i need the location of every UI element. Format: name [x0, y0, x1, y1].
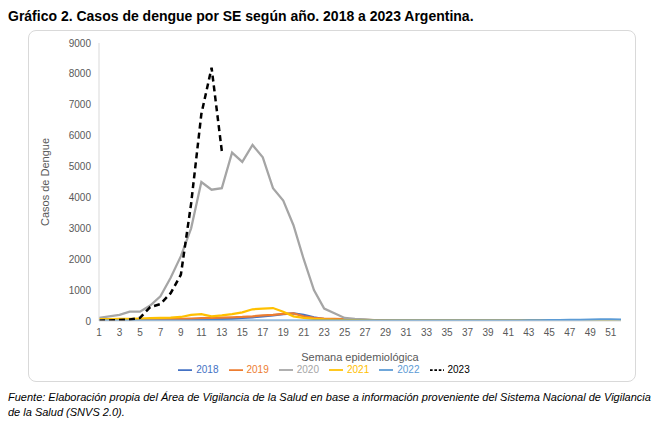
svg-text:41: 41 — [503, 327, 515, 338]
svg-text:7000: 7000 — [69, 99, 92, 110]
svg-text:17: 17 — [257, 327, 269, 338]
svg-text:47: 47 — [564, 327, 576, 338]
html-text:2019: 2019 — [246, 363, 269, 375]
svg-text:6000: 6000 — [69, 130, 92, 141]
svg-text:2000: 2000 — [69, 254, 92, 265]
html-text:2018: 2018 — [196, 363, 219, 375]
svg-text:37: 37 — [462, 327, 474, 338]
svg-text:8000: 8000 — [69, 68, 92, 79]
svg-text:51: 51 — [605, 327, 617, 338]
svg-text:29: 29 — [380, 327, 392, 338]
svg-text:Semana epidemiológica: Semana epidemiológica — [301, 351, 419, 363]
svg-text:11: 11 — [196, 327, 207, 338]
html-text:2023: 2023 — [447, 363, 470, 375]
html-text:Fuente: Elaboración propia del: Fuente: Elaboración propia del Área de V… — [8, 391, 651, 418]
svg-text:33: 33 — [421, 327, 433, 338]
svg-text:25: 25 — [339, 327, 351, 338]
svg-text:49: 49 — [585, 327, 597, 338]
svg-text:19: 19 — [278, 327, 290, 338]
svg-text:45: 45 — [544, 327, 556, 338]
svg-text:15: 15 — [237, 327, 249, 338]
svg-text:39: 39 — [482, 327, 494, 338]
svg-text:5: 5 — [137, 327, 143, 338]
svg-text:21: 21 — [298, 327, 310, 338]
html-text:Gráfico 2. Casos de dengue por: Gráfico 2. Casos de dengue por SE según … — [8, 8, 474, 24]
svg-text:3000: 3000 — [69, 223, 92, 234]
html-text:2020: 2020 — [296, 363, 319, 375]
svg-text:13: 13 — [216, 327, 228, 338]
svg-text:7: 7 — [158, 327, 164, 338]
svg-text:43: 43 — [523, 327, 535, 338]
svg-text:1000: 1000 — [69, 285, 92, 296]
svg-text:35: 35 — [441, 327, 453, 338]
svg-text:0: 0 — [85, 316, 91, 327]
html-text:2022: 2022 — [397, 363, 420, 375]
svg-text:9: 9 — [178, 327, 184, 338]
svg-text:5000: 5000 — [69, 161, 92, 172]
svg-text:4000: 4000 — [69, 192, 92, 203]
svg-text:23: 23 — [319, 327, 331, 338]
svg-text:3: 3 — [117, 327, 123, 338]
svg-text:31: 31 — [400, 327, 412, 338]
svg-text:Casos de Dengue: Casos de Dengue — [39, 138, 51, 226]
svg-text:9000: 9000 — [69, 38, 92, 49]
svg-text:1: 1 — [96, 327, 102, 338]
svg-text:27: 27 — [360, 327, 372, 338]
html-text:2021: 2021 — [347, 363, 370, 375]
